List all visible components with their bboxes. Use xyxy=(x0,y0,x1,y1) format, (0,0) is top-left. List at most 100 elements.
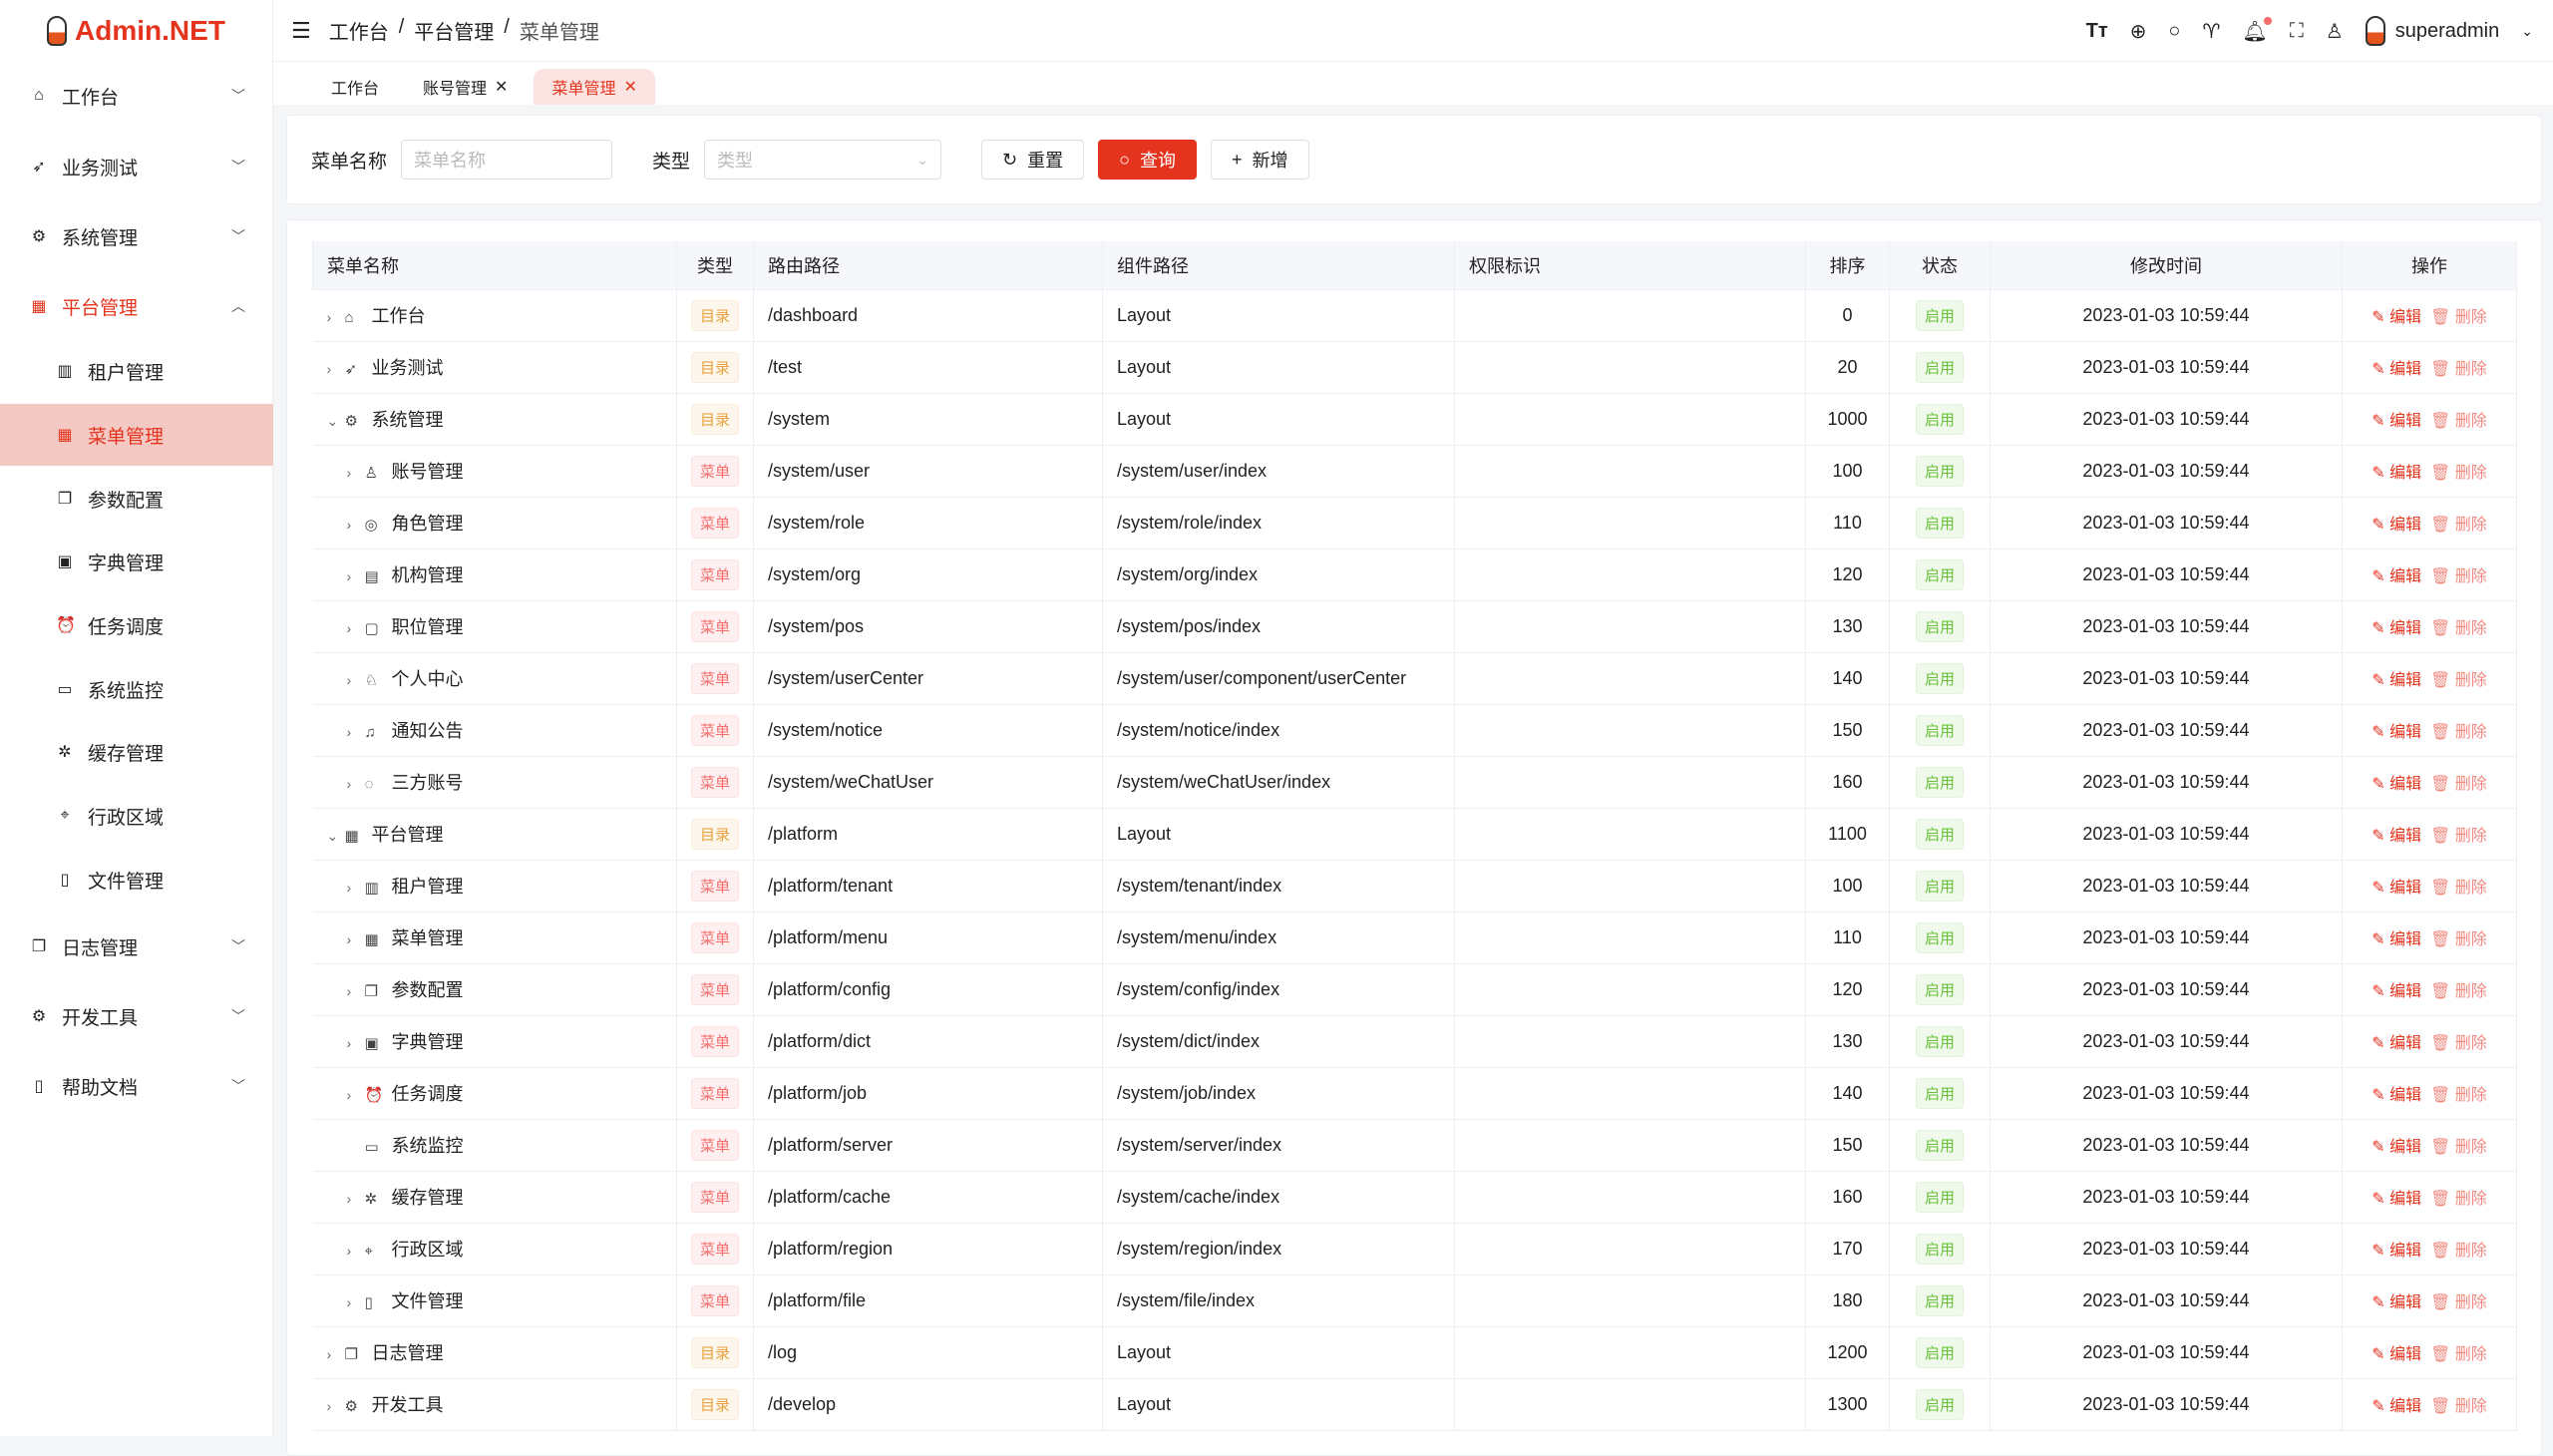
avatar[interactable] xyxy=(2365,16,2385,46)
user-icon[interactable]: ♙ xyxy=(2325,20,2344,43)
sidebar-item[interactable]: ⏰ 任务调度 xyxy=(0,594,273,656)
sidebar-item[interactable]: ➶ 业务测试 ﹀ xyxy=(0,136,273,197)
chevron-right-icon[interactable]: › xyxy=(346,776,352,792)
chevron-right-icon[interactable]: › xyxy=(326,361,332,377)
type-select[interactable]: 类型 ⌄ xyxy=(704,140,942,180)
chevron-down-icon[interactable]: ⌄ xyxy=(326,413,339,429)
edit-button[interactable]: ✎ 编辑 xyxy=(2371,931,2422,948)
menu-collapse-icon[interactable]: ☰ xyxy=(291,17,311,43)
delete-button[interactable]: 🗑︎ 删除 xyxy=(2429,1346,2487,1363)
delete-button[interactable]: 🗑︎ 删除 xyxy=(2429,361,2487,378)
sidebar-item[interactable]: ▦ 平台管理 ︿ xyxy=(0,275,273,337)
language-icon[interactable]: ⊕ xyxy=(2129,20,2147,43)
delete-button[interactable]: 🗑︎ 删除 xyxy=(2429,568,2487,585)
chevron-right-icon[interactable]: › xyxy=(346,620,352,636)
delete-button[interactable]: 🗑︎ 删除 xyxy=(2429,931,2487,948)
edit-button[interactable]: ✎ 编辑 xyxy=(2371,1346,2422,1363)
query-button[interactable]: ○ 查询 xyxy=(1098,140,1197,180)
sidebar-item[interactable]: ⌂ 工作台 ﹀ xyxy=(0,65,273,127)
chevron-right-icon[interactable]: › xyxy=(346,672,352,688)
edit-button[interactable]: ✎ 编辑 xyxy=(2371,568,2422,585)
delete-button[interactable]: 🗑︎ 删除 xyxy=(2429,672,2487,689)
chevron-right-icon[interactable]: › xyxy=(346,1294,352,1310)
sidebar-item[interactable]: ▭ 系统监控 xyxy=(0,658,273,720)
edit-button[interactable]: ✎ 编辑 xyxy=(2371,983,2422,1000)
close-icon[interactable]: ✕ xyxy=(495,79,509,96)
delete-button[interactable]: 🗑︎ 删除 xyxy=(2429,776,2487,793)
sidebar-item[interactable]: ▯ 文件管理 xyxy=(0,849,273,910)
chevron-right-icon[interactable]: › xyxy=(326,1398,332,1414)
chevron-right-icon[interactable]: › xyxy=(346,880,352,896)
edit-button[interactable]: ✎ 编辑 xyxy=(2371,517,2422,534)
sidebar-item[interactable]: ❐ 参数配置 xyxy=(0,468,273,530)
close-icon[interactable]: ✕ xyxy=(623,79,637,96)
sidebar-item[interactable]: ❐ 日志管理 ﹀ xyxy=(0,915,273,977)
edit-button[interactable]: ✎ 编辑 xyxy=(2371,1398,2422,1415)
sidebar-item[interactable]: ⚙ 系统管理 ﹀ xyxy=(0,205,273,267)
edit-button[interactable]: ✎ 编辑 xyxy=(2371,828,2422,845)
breadcrumb-item[interactable]: 平台管理 xyxy=(414,22,495,44)
delete-button[interactable]: 🗑︎ 删除 xyxy=(2429,1294,2487,1311)
chevron-down-icon[interactable]: ⌄ xyxy=(326,828,339,844)
delete-button[interactable]: 🗑︎ 删除 xyxy=(2429,1087,2487,1104)
sidebar-item[interactable]: ✲ 缓存管理 xyxy=(0,721,273,783)
edit-button[interactable]: ✎ 编辑 xyxy=(2371,465,2422,482)
edit-button[interactable]: ✎ 编辑 xyxy=(2371,1139,2422,1156)
edit-button[interactable]: ✎ 编辑 xyxy=(2371,1243,2422,1260)
delete-button[interactable]: 🗑︎ 删除 xyxy=(2429,1243,2487,1260)
chevron-right-icon[interactable]: › xyxy=(346,568,352,584)
delete-button[interactable]: 🗑︎ 删除 xyxy=(2429,309,2487,326)
chevron-right-icon[interactable]: › xyxy=(326,1346,332,1362)
menu-name-input[interactable]: 菜单名称 xyxy=(401,140,613,180)
edit-button[interactable]: ✎ 编辑 xyxy=(2371,724,2422,741)
chevron-right-icon[interactable]: › xyxy=(346,465,352,481)
edit-button[interactable]: ✎ 编辑 xyxy=(2371,309,2422,326)
delete-button[interactable]: 🗑︎ 删除 xyxy=(2429,1398,2487,1415)
delete-button[interactable]: 🗑︎ 删除 xyxy=(2429,620,2487,637)
edit-button[interactable]: ✎ 编辑 xyxy=(2371,672,2422,689)
delete-button[interactable]: 🗑︎ 删除 xyxy=(2429,983,2487,1000)
chevron-right-icon[interactable]: › xyxy=(346,1191,352,1207)
username[interactable]: superadmin xyxy=(2394,19,2500,42)
theme-shirt-icon[interactable]: ♈ xyxy=(2202,20,2221,43)
chevron-down-icon[interactable]: ⌄ xyxy=(2521,22,2533,39)
delete-button[interactable]: 🗑︎ 删除 xyxy=(2429,828,2487,845)
delete-button[interactable]: 🗑︎ 删除 xyxy=(2429,880,2487,897)
edit-button[interactable]: ✎ 编辑 xyxy=(2371,1191,2422,1208)
sidebar-item[interactable]: ▣ 字典管理 xyxy=(0,531,273,592)
edit-button[interactable]: ✎ 编辑 xyxy=(2371,776,2422,793)
delete-button[interactable]: 🗑︎ 删除 xyxy=(2429,1191,2487,1208)
sidebar-item[interactable]: ▦ 菜单管理 xyxy=(0,404,273,466)
tab-menu[interactable]: 菜单管理 ✕ xyxy=(534,69,655,105)
sidebar-item[interactable]: ⚙ 开发工具 ﹀ xyxy=(0,985,273,1047)
font-size-icon[interactable]: Tт xyxy=(2085,19,2108,42)
edit-button[interactable]: ✎ 编辑 xyxy=(2371,1294,2422,1311)
chevron-right-icon[interactable]: › xyxy=(326,309,332,325)
edit-button[interactable]: ✎ 编辑 xyxy=(2371,1087,2422,1104)
delete-button[interactable]: 🗑︎ 删除 xyxy=(2429,517,2487,534)
edit-button[interactable]: ✎ 编辑 xyxy=(2371,413,2422,430)
reset-button[interactable]: ↻ 重置 xyxy=(981,140,1085,180)
add-button[interactable]: + 新增 xyxy=(1211,140,1309,180)
chevron-right-icon[interactable]: › xyxy=(346,1087,352,1103)
chevron-right-icon[interactable]: › xyxy=(346,983,352,999)
bell-icon[interactable]: 🔔︎ xyxy=(2242,16,2272,44)
sidebar-item[interactable]: ▯ 帮助文档 ﹀ xyxy=(0,1055,273,1117)
chevron-right-icon[interactable]: › xyxy=(346,1243,352,1259)
tab-workbench[interactable]: 工作台 xyxy=(331,81,380,98)
edit-button[interactable]: ✎ 编辑 xyxy=(2371,620,2422,637)
delete-button[interactable]: 🗑︎ 删除 xyxy=(2429,1035,2487,1052)
chevron-right-icon[interactable]: › xyxy=(346,517,352,533)
sidebar-item[interactable]: ⌖ 行政区域 xyxy=(0,785,273,847)
breadcrumb-item[interactable]: 工作台 xyxy=(328,22,389,44)
chevron-right-icon[interactable]: › xyxy=(346,931,352,947)
edit-button[interactable]: ✎ 编辑 xyxy=(2371,361,2422,378)
delete-button[interactable]: 🗑︎ 删除 xyxy=(2429,724,2487,741)
delete-button[interactable]: 🗑︎ 删除 xyxy=(2429,413,2487,430)
fullscreen-icon[interactable]: ⛶ xyxy=(2289,19,2304,42)
tab-account[interactable]: 账号管理 ✕ xyxy=(423,79,509,98)
chevron-right-icon[interactable]: › xyxy=(346,724,352,740)
search-icon[interactable]: ○ xyxy=(2168,19,2181,42)
delete-button[interactable]: 🗑︎ 删除 xyxy=(2429,1139,2487,1156)
delete-button[interactable]: 🗑︎ 删除 xyxy=(2429,465,2487,482)
